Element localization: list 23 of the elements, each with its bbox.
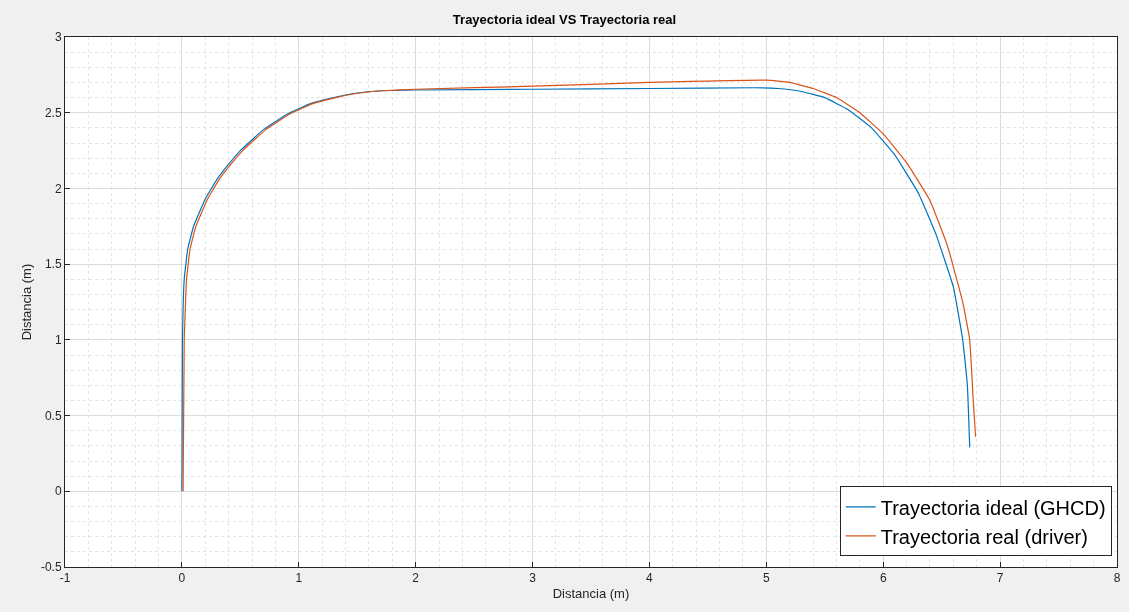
y-tick-label: 0 — [54, 484, 62, 499]
x-tick-label: 4 — [646, 571, 654, 586]
y-tick-label: 2 — [54, 181, 62, 196]
x-tick-label: 2 — [412, 571, 420, 586]
x-tick-label: 7 — [996, 571, 1004, 586]
legend-label: Trayectoria real (driver) — [880, 525, 1088, 548]
x-tick-label: 0 — [178, 571, 186, 586]
y-tick-label: -0.5 — [40, 560, 62, 575]
x-tick-label: 8 — [1113, 571, 1121, 586]
legend-label: Trayectoria ideal (GHCD) — [880, 496, 1106, 519]
x-tick-label: 1 — [295, 571, 303, 586]
x-tick-label: -1 — [59, 571, 71, 586]
y-tick-label: 0.5 — [44, 408, 62, 423]
y-axis-title: Distancia (m) — [18, 263, 34, 341]
chart-title: Trayectoria ideal VS Trayectoria real — [452, 12, 677, 28]
x-axis-title: Distancia (m) — [552, 586, 630, 601]
y-tick-label: 1 — [54, 333, 62, 348]
y-tick-label: 1.5 — [44, 257, 62, 272]
y-tick-label: 3 — [54, 30, 62, 45]
x-tick-label: 6 — [879, 571, 887, 586]
x-tick-label: 5 — [762, 571, 770, 586]
x-tick-label: 3 — [529, 571, 537, 586]
y-tick-label: 2.5 — [44, 105, 62, 120]
